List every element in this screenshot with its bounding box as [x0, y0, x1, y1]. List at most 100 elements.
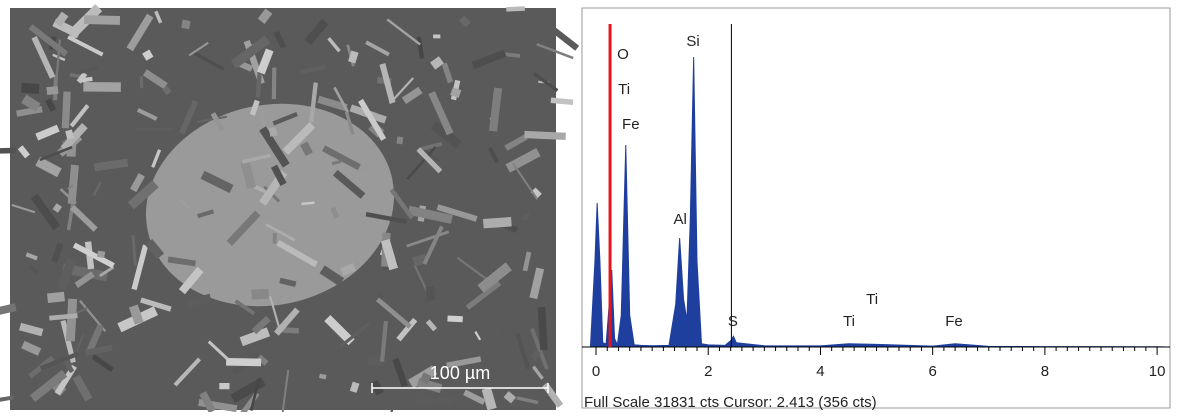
sem-flake	[62, 357, 75, 374]
sem-flake	[422, 149, 440, 162]
sem-flake	[389, 188, 414, 220]
sem-flake	[0, 395, 15, 405]
sem-flake	[522, 212, 531, 222]
sem-flake	[72, 374, 93, 402]
sem-flake	[273, 30, 287, 49]
sem-flake	[178, 266, 204, 295]
sem-flake	[515, 332, 531, 370]
sem-flake	[529, 267, 545, 300]
sem-flake	[251, 288, 269, 300]
sem-flake	[136, 127, 174, 132]
sem-flake	[333, 86, 349, 113]
sem-flake	[522, 251, 532, 272]
sem-flake	[396, 317, 418, 342]
sem-flake	[128, 304, 144, 325]
sem-flake	[25, 252, 38, 261]
sem-flake	[430, 56, 444, 70]
sem-flake	[234, 299, 256, 316]
x-tick-label: 10	[1149, 363, 1166, 380]
sem-flake	[179, 99, 199, 135]
sem-flake	[531, 350, 541, 361]
sem-flake	[365, 212, 407, 224]
sem-flake	[300, 141, 313, 157]
sem-flake	[413, 264, 428, 292]
sem-flake	[69, 104, 90, 128]
sem-flake	[78, 65, 99, 75]
peak-label: Fe	[945, 313, 963, 330]
sem-flake	[230, 35, 271, 69]
sem-flake	[39, 351, 79, 371]
sem-flake	[39, 145, 73, 162]
sem-flake	[358, 98, 387, 141]
sem-flake	[422, 225, 444, 265]
sem-flake	[318, 373, 327, 380]
sem-flake	[65, 129, 74, 140]
sem-flake	[46, 86, 59, 96]
sem-flake	[19, 322, 44, 337]
sem-flake	[259, 126, 290, 168]
sem-flake	[446, 356, 482, 369]
peak-label: Ti	[618, 81, 630, 98]
sem-flake	[226, 210, 261, 246]
sem-flake	[219, 383, 230, 390]
sem-flake	[249, 99, 260, 116]
sem-flake	[54, 11, 69, 27]
sem-flake	[74, 271, 95, 288]
sem-flake	[504, 134, 528, 151]
sem-flake	[197, 209, 215, 219]
sem-flake	[142, 49, 154, 61]
sem-flake	[271, 67, 277, 100]
sem-flake	[173, 357, 202, 387]
sem-flake	[83, 15, 121, 25]
sem-flake	[256, 354, 269, 366]
spectrum	[589, 56, 1169, 348]
sem-flake	[407, 205, 453, 224]
sem-flake	[67, 35, 104, 57]
sem-flake	[96, 250, 106, 258]
x-tick-label: 8	[1041, 363, 1049, 380]
sem-flake	[256, 48, 274, 75]
sem-flake	[530, 187, 542, 199]
sem-flake	[11, 203, 36, 214]
sem-flake	[272, 233, 277, 244]
sem-flake	[428, 91, 454, 136]
sem-flake	[380, 238, 399, 271]
sem-flake	[319, 265, 345, 287]
peak-label: Ti	[866, 291, 878, 308]
sem-flake	[35, 124, 60, 141]
sem-flake	[376, 291, 384, 300]
sem-flake	[28, 264, 39, 275]
sem-flake	[67, 184, 74, 191]
sem-flake	[503, 391, 517, 404]
sem-flake	[151, 149, 162, 168]
sem-flake	[471, 49, 507, 69]
sem-flake	[47, 291, 65, 303]
sem-flake	[268, 126, 278, 137]
sem-flake	[392, 357, 408, 388]
sem-flake	[91, 354, 114, 372]
sem-flake	[396, 136, 404, 145]
sem-flake	[304, 18, 329, 46]
sem-image	[0, 4, 580, 417]
sem-flake	[55, 39, 61, 80]
sem-flake	[441, 62, 454, 84]
sem-flake	[281, 369, 290, 415]
sem-flake	[447, 315, 463, 323]
sem-flake	[84, 344, 113, 356]
sem-flake	[420, 141, 443, 151]
sem-flake	[140, 297, 172, 312]
sem-flake	[76, 71, 88, 84]
sem-flake	[51, 242, 64, 263]
sem-flake	[240, 160, 257, 190]
sem-flake	[142, 69, 168, 90]
x-tick-label: 2	[704, 363, 712, 380]
sem-flake	[199, 391, 216, 414]
sem-flake	[463, 389, 486, 405]
sem-flake	[86, 324, 104, 354]
sem-flake	[200, 170, 234, 194]
sem-flake	[544, 22, 580, 51]
peak-label: Ti	[843, 313, 855, 330]
sem-flake	[425, 319, 438, 332]
sem-flake	[99, 265, 115, 278]
peak-label: Fe	[622, 116, 640, 133]
